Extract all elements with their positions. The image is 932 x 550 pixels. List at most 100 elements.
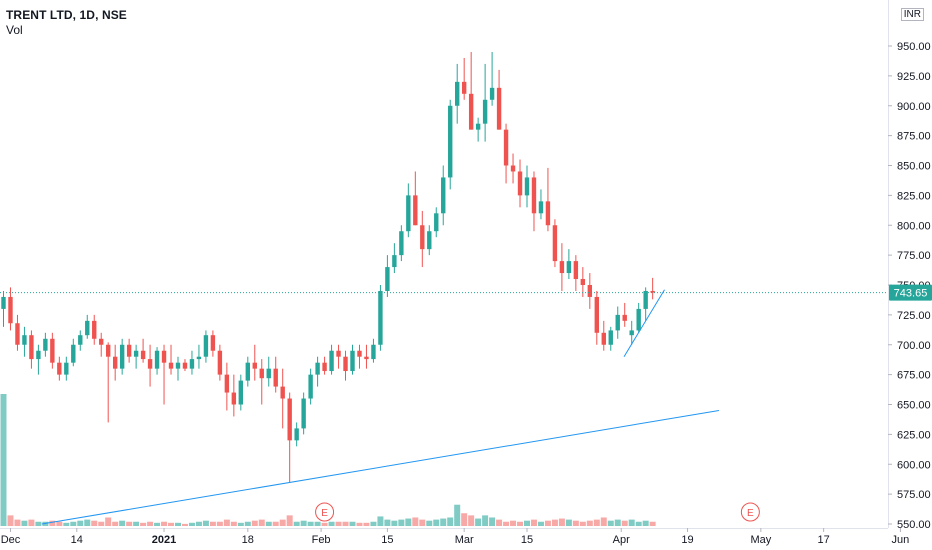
candle-body xyxy=(78,335,83,345)
volume-bar xyxy=(440,518,447,526)
volume-bar xyxy=(621,520,628,526)
volume-bar xyxy=(558,518,565,526)
volume-bar xyxy=(307,521,314,526)
candle-body xyxy=(441,177,446,214)
candle-body xyxy=(482,99,488,124)
price-tick-label: 675.00 xyxy=(897,370,931,382)
volume-bar xyxy=(0,394,7,526)
volume-bar xyxy=(454,504,461,526)
volume-bar xyxy=(28,519,35,526)
volume-bar xyxy=(544,520,551,526)
volume-bar xyxy=(342,521,349,526)
candle-body xyxy=(538,201,544,214)
volume-bar xyxy=(426,520,433,526)
time-tick-label: 15 xyxy=(381,534,393,546)
volume-bar xyxy=(105,517,112,526)
candle-body xyxy=(587,285,593,297)
candle-body xyxy=(559,261,565,274)
candle-body xyxy=(322,362,327,372)
candle-body xyxy=(448,105,453,178)
price-tick-label: 850.00 xyxy=(897,161,931,173)
volume-bar xyxy=(412,517,419,526)
candle-body xyxy=(266,368,271,379)
candle-body xyxy=(371,344,376,360)
candle-body xyxy=(64,362,69,375)
candle-body xyxy=(392,255,397,268)
candle-body xyxy=(57,362,62,375)
candle-body xyxy=(182,362,188,369)
candle-body xyxy=(350,350,355,372)
candle-body xyxy=(92,320,97,339)
volume-bar xyxy=(370,521,377,526)
earnings-marker-label: E xyxy=(321,508,328,519)
candle-body xyxy=(140,350,146,360)
candle-body xyxy=(85,320,90,336)
candle-body xyxy=(517,171,523,196)
trendline xyxy=(623,289,665,357)
volume-bar xyxy=(398,519,405,526)
volume-bar xyxy=(293,521,300,526)
candle-body xyxy=(133,350,139,357)
volume-bar xyxy=(503,521,510,526)
currency-label[interactable]: INR xyxy=(900,8,924,21)
volume-bar xyxy=(419,519,426,526)
volume-bar xyxy=(49,520,56,526)
candle-body xyxy=(106,344,111,357)
price-tick-label: 625.00 xyxy=(897,429,931,441)
volume-bar xyxy=(489,517,496,526)
volume-bar xyxy=(168,522,175,526)
volume-bar xyxy=(433,519,440,526)
candle-body xyxy=(147,359,153,369)
price-tick-label: 875.00 xyxy=(897,131,931,143)
candle-body xyxy=(203,335,209,357)
candle-body xyxy=(461,81,467,94)
time-tick-label: Feb xyxy=(312,534,331,546)
candle-body xyxy=(154,350,160,369)
volume-bar xyxy=(35,521,42,526)
candle-body xyxy=(175,362,181,369)
candle-body xyxy=(308,374,313,399)
candle-body xyxy=(189,359,195,369)
volume-bar xyxy=(237,522,244,526)
volume-bar xyxy=(405,518,412,526)
candle-body xyxy=(524,177,530,196)
candle-body xyxy=(231,392,237,405)
volume-bar xyxy=(314,521,321,526)
candle-body xyxy=(315,362,320,375)
volume-bar xyxy=(391,520,398,526)
volume-bar xyxy=(195,521,202,526)
volume-bar xyxy=(377,516,384,526)
price-tick-label: 700.00 xyxy=(897,340,931,352)
volume-bar xyxy=(328,521,335,526)
volume-bar xyxy=(223,519,230,526)
time-tick-label: 17 xyxy=(818,534,830,546)
candle-body xyxy=(217,350,223,375)
volume-bar xyxy=(258,519,265,526)
candle-body xyxy=(280,386,285,399)
earnings-marker[interactable] xyxy=(315,502,335,522)
volume-bar xyxy=(565,519,572,526)
candle-body xyxy=(99,338,104,345)
volume-bar xyxy=(133,521,140,526)
time-tick-label: Apr xyxy=(613,534,630,546)
volume-bar xyxy=(63,522,70,526)
chart-title: TRENT LTD, 1D, NSE xyxy=(6,8,127,22)
volume-bar xyxy=(286,515,293,526)
time-tick-label: 2021 xyxy=(152,534,176,546)
candle-body xyxy=(475,123,481,130)
candle-body xyxy=(119,344,125,369)
earnings-marker[interactable] xyxy=(740,502,760,522)
volume-bar xyxy=(635,521,642,526)
volume-bar xyxy=(496,519,503,526)
candle-body xyxy=(8,296,13,324)
candle-body xyxy=(168,362,174,369)
volume-bar xyxy=(147,521,154,526)
candle-body xyxy=(1,296,6,309)
volume-indicator-label[interactable]: Vol xyxy=(6,23,23,37)
candle-body xyxy=(343,356,348,372)
time-tick-label: 18 xyxy=(242,534,254,546)
volume-bar xyxy=(188,522,195,526)
candle-body xyxy=(615,314,620,331)
volume-bar xyxy=(593,519,600,526)
